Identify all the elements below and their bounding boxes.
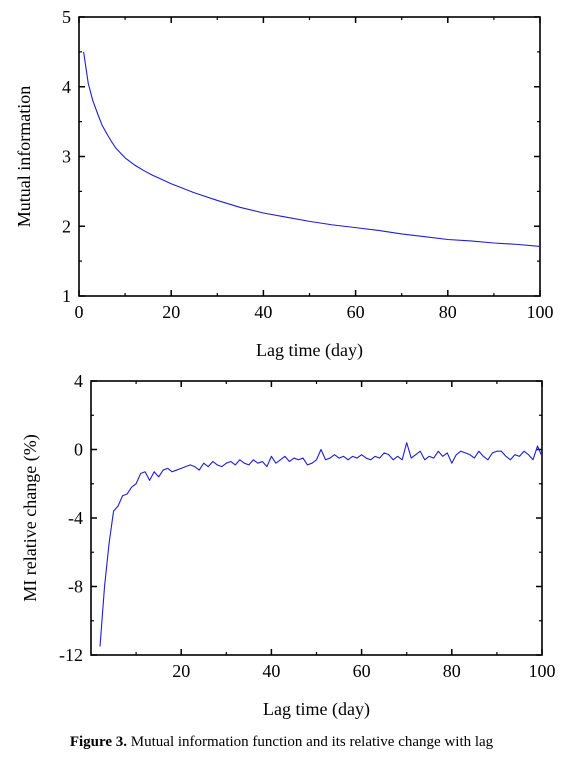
data-series-line — [83, 51, 541, 248]
figure-caption: Figure 3. Mutual information function an… — [0, 734, 563, 751]
x-tick-label: 80 — [443, 661, 461, 681]
x-tick-label: 20 — [172, 661, 190, 681]
x-tick-label: 100 — [529, 661, 556, 681]
x-tick-label: 40 — [262, 661, 280, 681]
data-series-line — [99, 442, 543, 647]
x-tick-label: 0 — [75, 302, 84, 322]
y-tick-label: 0 — [74, 440, 83, 460]
x-tick-label: 100 — [527, 302, 554, 322]
y-tick-label: 4 — [74, 371, 83, 391]
x-tick-label: 80 — [439, 302, 457, 322]
y-tick-label: -8 — [68, 577, 83, 597]
plot-frame — [78, 16, 541, 297]
y-tick-label: 4 — [62, 77, 71, 97]
y-tick-label: -12 — [59, 645, 83, 665]
y-tick-label: -4 — [68, 508, 83, 528]
figure-caption-label: Figure 3. — [69, 734, 128, 750]
y-tick-label: 1 — [62, 286, 71, 306]
y-tick-label: 3 — [62, 147, 71, 167]
x-tick-label: 60 — [347, 302, 365, 322]
x-tick-label: 60 — [353, 661, 371, 681]
x-tick-label: 40 — [254, 302, 272, 322]
y-tick-label: 2 — [62, 216, 71, 236]
mutual-information-chart: 0 20 40 60 80 100 1 2 3 4 5 Lag time (day) Mutual in… — [14, 7, 554, 361]
y-axis-label: MI relative change (%) — [20, 434, 41, 601]
x-axis-label: Lag time (day) — [256, 340, 363, 361]
y-axis-label: Mutual information — [14, 86, 34, 227]
y-tick-label: 5 — [62, 7, 71, 27]
plot-frame — [90, 380, 543, 656]
x-tick-label: 20 — [162, 302, 180, 322]
figure-caption-text: Mutual information function and its rela… — [130, 734, 494, 750]
x-axis-label: Lag time (day) — [263, 699, 370, 720]
